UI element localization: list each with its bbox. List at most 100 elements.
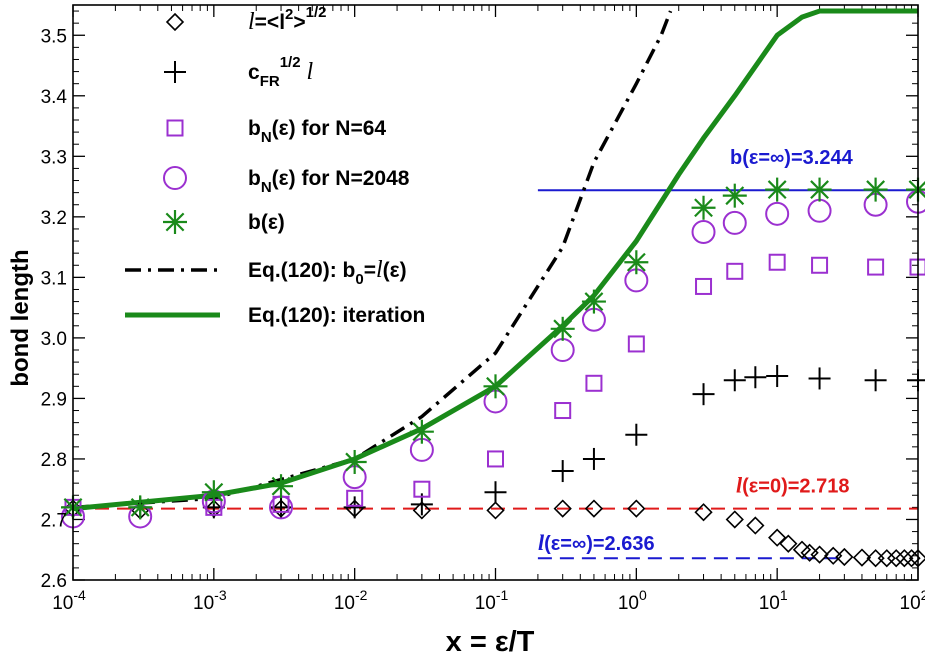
data-point-b_eps <box>765 177 790 202</box>
data-point-l_rms <box>486 501 505 520</box>
series-line-eq_b0 <box>72 10 673 510</box>
data-point-bN2048 <box>765 201 790 226</box>
annotation-l_zero: l(ε=0)=2.718 <box>736 473 849 498</box>
square-marker <box>585 374 603 392</box>
data-point-l_rms <box>694 503 713 522</box>
x-tick-label: 101 <box>759 587 788 614</box>
data-point-b_eps <box>863 177 888 202</box>
diamond-marker <box>412 501 431 520</box>
x-tick-label: 102 <box>900 587 925 614</box>
data-point-b_eps <box>409 419 434 444</box>
data-point-bN64 <box>554 402 572 420</box>
legend-entry-bN2048: bN(ε) for N=2048 <box>163 166 410 196</box>
data-point-b_eps <box>483 374 508 399</box>
asterisk-d2 <box>553 319 573 339</box>
x-tick-label: 10-2 <box>334 587 368 614</box>
data-point-b_eps <box>691 195 716 220</box>
diamond-marker <box>165 12 185 32</box>
plot-frame <box>72 4 919 581</box>
data-point-l_rms <box>887 549 906 568</box>
circle-marker <box>691 219 716 244</box>
square-marker <box>346 489 364 507</box>
legend-entry-cfr_l: cFR1/2 l <box>164 54 314 90</box>
square-marker <box>726 262 744 280</box>
data-point-bN64 <box>768 253 786 271</box>
legend-label-cfr_l: cFR1/2 l <box>248 54 314 90</box>
data-point-cfr_l <box>625 423 648 446</box>
data-point-l_rms <box>779 534 798 553</box>
diamond-marker <box>835 547 854 567</box>
y-tick-label: 3.0 <box>41 329 67 350</box>
data-point-cfr_l <box>744 366 767 389</box>
circle-marker <box>722 210 747 235</box>
data-point-bN64 <box>487 450 504 468</box>
asterisk-d2 <box>584 292 604 311</box>
diamond-marker <box>779 534 798 553</box>
data-point-l_rms <box>725 510 744 529</box>
x-tick-label: 10-1 <box>475 587 509 614</box>
data-point-cfr_l <box>907 369 925 392</box>
data-point-b_eps <box>269 474 294 499</box>
asterisk-d2 <box>271 476 291 496</box>
asterisk-d2 <box>486 376 505 396</box>
diamond-marker <box>627 499 646 518</box>
y-tick-label: 3.3 <box>41 147 67 168</box>
data-point-bN64 <box>726 262 744 280</box>
axis-ticks <box>72 5 919 581</box>
data-point-bN64 <box>413 480 431 498</box>
y-tick-label: 2.8 <box>41 450 67 471</box>
data-point-bN2048 <box>691 219 716 244</box>
data-point-l_rms <box>824 546 843 565</box>
legend-entry-eq_iter: Eq.(120): iteration <box>125 304 425 327</box>
diamond-marker <box>902 549 921 568</box>
y-tick-label: 3.4 <box>41 87 68 108</box>
data-point-cfr_l <box>551 460 574 483</box>
circle-marker <box>765 201 790 226</box>
diamond-marker <box>486 501 505 520</box>
data-point-b_eps <box>201 480 226 505</box>
data-point-bN64 <box>627 335 645 353</box>
asterisk-d2 <box>866 180 886 200</box>
y-axis-title: bond length <box>7 249 34 386</box>
data-point-l_rms <box>835 547 854 567</box>
tick-labels: 10-4 10-3 10-2 10-1 100 101 102 2.6 2.7 2.8 2.9 3.0… <box>41 26 925 614</box>
data-point-cfr_l <box>766 365 789 388</box>
data-point-b_eps <box>906 177 925 202</box>
data-point-b_eps <box>722 183 747 208</box>
annotation-l_inf: l(ε=∞)=2.636 <box>538 530 655 555</box>
diamond-marker <box>887 549 906 568</box>
data-point-bN64 <box>346 489 364 507</box>
diamond-marker <box>553 499 572 518</box>
legend-label-bN2048: bN(ε) for N=2048 <box>248 167 410 196</box>
asterisk-d2 <box>626 252 646 272</box>
circle-marker <box>807 198 832 223</box>
data-point-cfr_l <box>808 367 831 390</box>
data-point-cfr_l <box>692 383 715 406</box>
data-point-bN64 <box>695 277 713 295</box>
asterisk-d2 <box>694 198 713 218</box>
data-point-bN2048 <box>550 338 575 362</box>
data-point-bN2048 <box>722 210 747 235</box>
y-tick-label: 2.6 <box>41 571 67 592</box>
data-point-l_rms <box>553 499 572 518</box>
data-point-cfr_l <box>723 369 746 392</box>
data-point-cfr_l <box>582 447 605 470</box>
square-marker <box>811 256 829 274</box>
square-marker <box>627 335 645 353</box>
data-point-bN2048 <box>807 198 832 223</box>
diamond-marker <box>584 499 604 518</box>
legend-symbol-bN2048 <box>163 166 187 190</box>
diamond-marker <box>725 510 744 529</box>
x-axis-title: x = ε/T <box>446 626 535 658</box>
data-point-b_eps <box>342 449 367 474</box>
legend-entry-bN64: bN(ε) for N=64 <box>166 117 386 146</box>
square-marker <box>867 258 885 276</box>
asterisk-d2 <box>412 422 432 442</box>
asterisk-d2 <box>810 180 829 200</box>
asterisk-d2 <box>725 186 745 206</box>
data-point-l_rms <box>412 501 431 520</box>
data-point-cfr_l <box>343 496 366 519</box>
data-point-l_rms <box>584 499 604 518</box>
circle-marker <box>550 338 575 362</box>
